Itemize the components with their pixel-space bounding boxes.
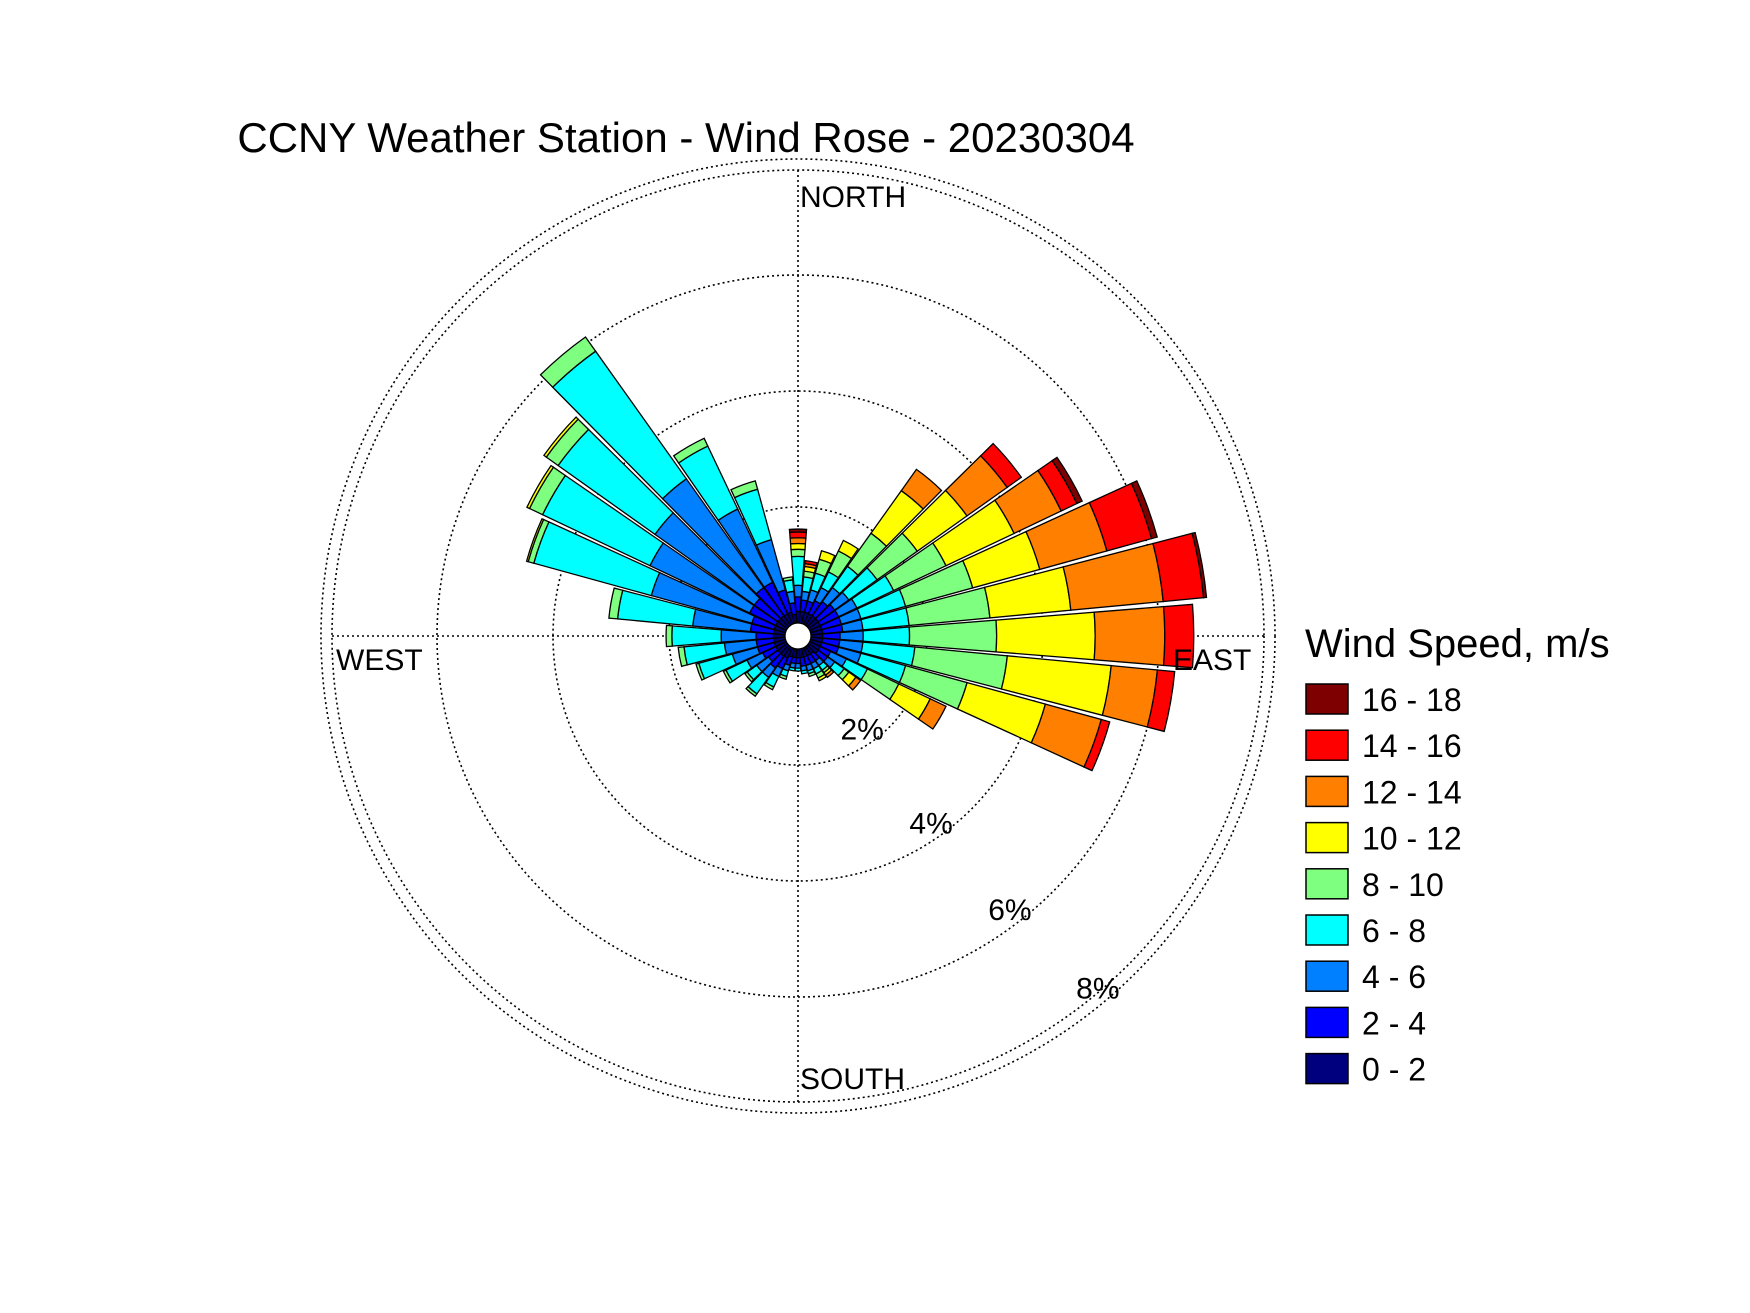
petal-180-bin-2 (794, 662, 802, 669)
legend-label-0: 16 - 18 (1362, 682, 1462, 718)
wind-petals (525, 336, 1208, 772)
petal-0-bin-3 (790, 555, 806, 587)
petal-300-bin-5 (526, 464, 555, 510)
ring-label-8: 8% (1076, 973, 1119, 1006)
north-label: NORTH (800, 181, 906, 214)
legend: 16 - 18 14 - 16 12 - 14 10 - 12 8 - 10 6 - 8 4… (1305, 682, 1462, 1088)
petal-20-bin-5 (818, 550, 836, 565)
legend-swatch-1 (1305, 729, 1349, 761)
legend-swatch-4 (1305, 868, 1349, 900)
petal-150-bin-5 (817, 673, 827, 682)
petal-50-bin-7 (979, 442, 1023, 489)
legend-swatch-6 (1305, 960, 1349, 992)
petal-330-bin-4 (672, 437, 709, 464)
petal-160-bin-4 (807, 670, 817, 678)
ring-label-6: 6% (988, 894, 1031, 927)
legend-label-2: 12 - 14 (1362, 774, 1462, 810)
legend-label-1: 14 - 16 (1362, 728, 1462, 764)
petal-0-bin-6 (789, 537, 807, 545)
petal-100-bin-7 (1146, 669, 1176, 733)
petal-270-bin-3 (671, 625, 723, 647)
petal-60-bin-8 (1051, 456, 1084, 505)
petal-220-bin-4 (745, 685, 758, 698)
petal-70-bin-8 (1130, 480, 1158, 540)
petal-240-bin-4 (722, 669, 734, 684)
chart-title: CCNY Weather Station - Wind Rose - 20230… (237, 114, 1134, 161)
petal-0-bin-4 (790, 548, 806, 558)
legend-swatch-7 (1305, 1006, 1349, 1039)
petal-320-bin-4 (539, 336, 597, 389)
petal-90-bin-2 (839, 630, 864, 642)
legend-label-5: 6 - 8 (1362, 913, 1426, 949)
legend-swatch-0 (1305, 683, 1349, 715)
petal-270-bin-4 (665, 624, 673, 648)
petal-340-bin-4 (730, 480, 759, 499)
petal-10-bin-7 (804, 559, 818, 567)
petal-0-bin-8 (788, 528, 808, 533)
petal-310-bin-5 (542, 416, 580, 459)
petal-230-bin-4 (744, 671, 755, 683)
legend-label-7: 2 - 4 (1362, 1005, 1426, 1041)
petal-0-bin-2 (793, 584, 803, 598)
petal-90-bin-7 (1162, 603, 1195, 669)
petal-30-bin-5 (837, 539, 860, 560)
petal-0-bin-5 (789, 542, 807, 551)
legend-swatch-5 (1305, 914, 1349, 946)
petal-120-bin-6 (917, 697, 947, 730)
legend-label-6: 4 - 6 (1362, 959, 1426, 995)
petal-110-bin-7 (1083, 718, 1111, 772)
petal-170-bin-3 (800, 669, 809, 675)
petal-190-bin-3 (788, 666, 796, 672)
grid-ring-8 (320, 158, 1276, 1114)
legend-label-3: 10 - 12 (1362, 821, 1462, 857)
petal-290-bin-5 (525, 517, 545, 563)
ring-label-4: 4% (909, 807, 952, 840)
west-label: WEST (336, 644, 423, 677)
legend-label-4: 8 - 10 (1362, 867, 1444, 903)
east-label: EAST (1173, 644, 1251, 677)
petal-40-bin-6 (900, 468, 943, 510)
petal-80-bin-8 (1191, 531, 1208, 599)
center-hole (784, 622, 812, 650)
legend-title: Wind Speed, m/s (1305, 622, 1610, 666)
legend-label-8: 0 - 2 (1362, 1052, 1426, 1088)
petal-140-bin-6 (824, 669, 835, 679)
radial-tick-labels: 2% 4% 6% 8% (841, 714, 1120, 1006)
petal-260-bin-4 (677, 646, 688, 668)
petal-180-bin-3 (794, 667, 802, 672)
legend-swatch-3 (1305, 821, 1349, 854)
petal-350-bin-4 (782, 576, 794, 583)
petal-130-bin-6 (847, 676, 862, 691)
petal-90-bin-6 (1093, 605, 1166, 667)
petal-90-bin-5 (995, 611, 1096, 661)
legend-swatch-8 (1305, 1052, 1349, 1085)
ring-label-2: 2% (841, 714, 884, 747)
petal-280-bin-4 (608, 587, 624, 620)
legend-swatch-2 (1305, 775, 1349, 808)
south-label: SOUTH (800, 1063, 905, 1096)
petal-210-bin-4 (763, 681, 775, 691)
petal-250-bin-4 (695, 662, 706, 681)
petal-0-bin-7 (789, 531, 807, 539)
